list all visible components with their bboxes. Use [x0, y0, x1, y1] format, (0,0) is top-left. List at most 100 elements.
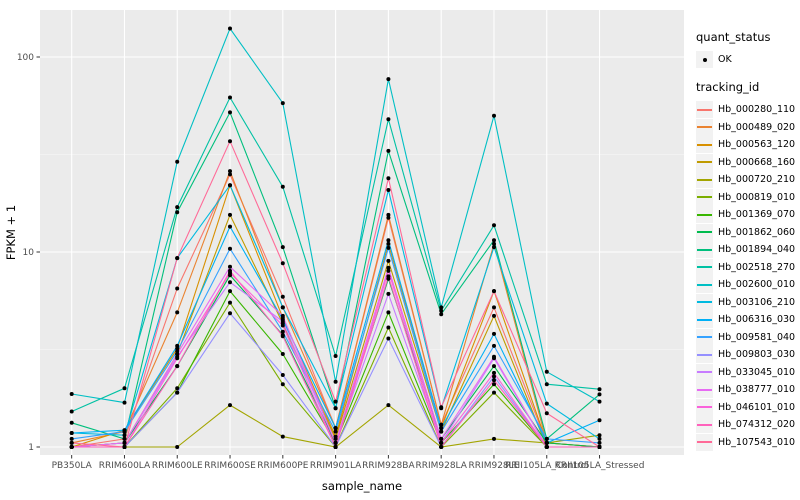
- legend-key-box: [696, 416, 713, 433]
- x-tick-label: RRII105LA_Stressed: [555, 461, 645, 471]
- data-point: [597, 433, 602, 438]
- series-color-line-icon: [697, 301, 712, 303]
- data-point: [439, 422, 444, 427]
- legend-item-Hb_003106_210: Hb_003106_210: [696, 293, 800, 311]
- series-color-line-icon: [697, 196, 712, 198]
- data-point: [386, 258, 391, 263]
- data-point: [597, 399, 602, 404]
- data-point: [439, 445, 444, 449]
- legend-label: Hb_009581_040: [718, 331, 796, 343]
- data-point: [69, 440, 74, 445]
- series-color-line-icon: [697, 283, 712, 286]
- legend-item-ok: OK: [696, 51, 800, 68]
- data-point: [280, 352, 285, 356]
- data-point: [69, 420, 74, 425]
- legend-label: Hb_000720_210: [718, 174, 796, 185]
- series-color-line-icon: [697, 231, 712, 233]
- data-point: [280, 434, 285, 439]
- series-color-line-icon: [697, 336, 712, 338]
- legend-key-box: [696, 293, 713, 311]
- legend-label: Hb_000668_160: [718, 156, 796, 168]
- data-point: [492, 390, 496, 395]
- data-point: [386, 268, 391, 273]
- data-point: [492, 245, 496, 250]
- y-tick-label: 100: [17, 53, 34, 63]
- x-tick-label: RRIM928LE: [469, 461, 520, 471]
- data-point: [175, 210, 180, 215]
- data-point: [69, 431, 74, 435]
- data-point: [386, 336, 391, 341]
- y-tick-label: 10: [23, 248, 35, 258]
- series-color-line-icon: [697, 248, 712, 251]
- data-point: [544, 411, 549, 416]
- data-point: [333, 436, 338, 441]
- legend-key-box: [696, 136, 713, 153]
- legend-item-Hb_002518_270: Hb_002518_270: [696, 258, 800, 276]
- data-point: [175, 310, 180, 315]
- data-point: [492, 436, 496, 441]
- legend-item-Hb_046101_010: Hb_046101_010: [696, 398, 800, 416]
- data-point: [280, 319, 285, 324]
- legend-label: Hb_038777_010: [718, 384, 796, 395]
- legend-item-Hb_000668_160: Hb_000668_160: [696, 153, 800, 171]
- data-point: [228, 300, 232, 305]
- legend-key-box: [696, 171, 713, 188]
- data-point: [280, 373, 285, 377]
- legend: quant_status OK tracking_id Hb_000280_11…: [696, 30, 800, 451]
- legend-key-box: [696, 223, 713, 241]
- data-point: [228, 110, 232, 115]
- data-point: [280, 305, 285, 310]
- series-color-line-icon: [697, 353, 712, 356]
- data-point: [439, 312, 444, 317]
- legend-title-tracking-id: tracking_id: [696, 80, 760, 94]
- legend-label: Hb_000489_020: [718, 121, 796, 133]
- data-point: [597, 445, 602, 449]
- data-point: [492, 238, 496, 243]
- data-point: [228, 224, 232, 229]
- series-color-line-icon: [697, 213, 712, 216]
- data-point: [228, 172, 232, 177]
- data-point: [544, 436, 549, 441]
- data-point: [69, 392, 74, 396]
- data-point: [69, 445, 74, 449]
- series-color-line-icon: [697, 388, 712, 391]
- data-point: [492, 241, 496, 246]
- data-point: [386, 215, 391, 220]
- data-point: [280, 313, 285, 318]
- data-point: [492, 370, 496, 375]
- legend-item-Hb_107543_010: Hb_107543_010: [696, 433, 800, 451]
- data-point: [386, 265, 391, 270]
- x-axis-title: sample_name: [322, 479, 402, 493]
- data-point: [386, 212, 391, 217]
- legend-key-box: [696, 153, 713, 171]
- data-point: [69, 409, 74, 414]
- data-point: [386, 403, 391, 408]
- data-point: [122, 429, 127, 434]
- data-point: [386, 148, 391, 153]
- legend-item-Hb_001894_040: Hb_001894_040: [696, 241, 800, 258]
- series-color-line-icon: [697, 371, 712, 373]
- legend-key-box: [696, 118, 713, 136]
- legend-key-box: [696, 381, 713, 398]
- x-tick-label: RRII105LA_Control: [505, 461, 588, 471]
- data-point: [280, 245, 285, 250]
- data-point: [122, 386, 127, 391]
- data-point: [228, 169, 232, 174]
- legend-label: Hb_033045_010: [718, 366, 796, 378]
- data-point: [386, 188, 391, 192]
- legend-label: Hb_046101_010: [718, 401, 796, 413]
- data-point: [386, 238, 391, 243]
- data-point: [175, 390, 180, 395]
- legend-tracking-entries: Hb_000280_110 Hb_000489_020 Hb_000563_120 H…: [696, 101, 800, 451]
- x-tick-label: PB350LA: [52, 461, 93, 471]
- data-point: [122, 433, 127, 438]
- legend-key-box: [696, 101, 713, 118]
- legend-label: Hb_000819_010: [718, 191, 796, 203]
- data-point: [280, 101, 285, 106]
- legend-key-box: [696, 241, 713, 258]
- data-point: [175, 349, 180, 354]
- legend-item-Hb_000563_120: Hb_000563_120: [696, 136, 800, 153]
- data-point: [386, 274, 391, 279]
- legend-item-Hb_074312_020: Hb_074312_020: [696, 416, 800, 433]
